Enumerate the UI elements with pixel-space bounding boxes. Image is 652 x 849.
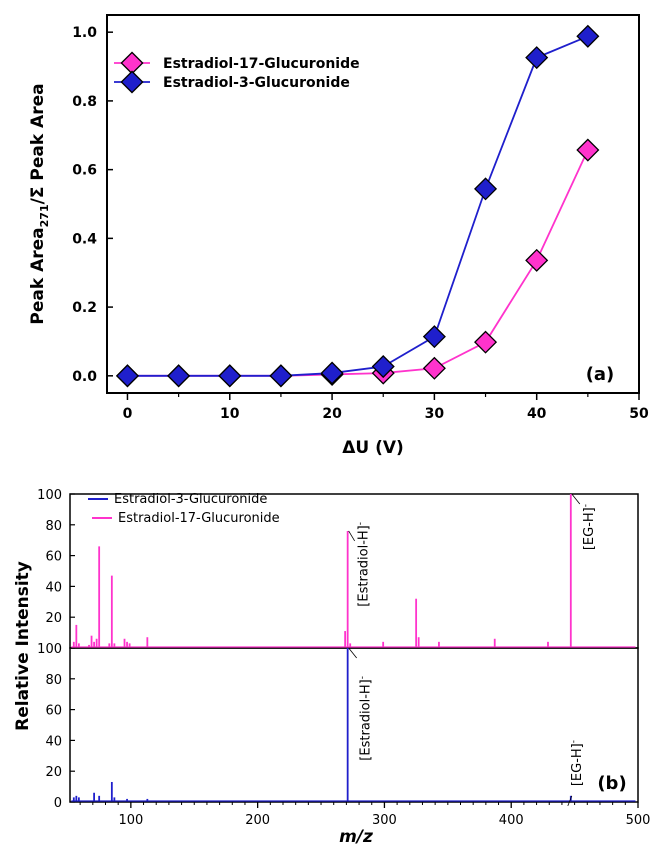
legend-label-e17g: Estradiol-17-Glucuronide: [163, 56, 360, 72]
panel-b-spectra: 20 40 60 80 100 0 20 40 60 80 100 100 200 300 400 500…: [13, 488, 650, 847]
spectrum-e3g: [71, 648, 635, 801]
panel-b-x-axis: 100 200 300 400 500: [80, 802, 650, 828]
x-tick-label: 0: [123, 406, 133, 422]
data-point-e3g: [475, 178, 496, 199]
legend-marker-e17g: [121, 52, 142, 73]
y-tick-label: 0.2: [72, 300, 97, 316]
y-tick-label: 20: [45, 765, 62, 780]
y-tick-label: 0: [54, 796, 62, 811]
y-tick-label: 1.0: [72, 25, 97, 41]
panel-a-x-label: ΔU (V): [342, 438, 404, 458]
data-point-e3g: [117, 365, 138, 386]
x-tick-label: 40: [527, 406, 547, 422]
panel-a-x-axis: 0 10 20 30 40 50: [123, 393, 649, 422]
panel-a-label: (a): [586, 364, 615, 385]
y-tick-label: 0.6: [72, 163, 97, 179]
x-tick-label: 50: [629, 406, 649, 422]
y-tick-label: 100: [37, 642, 62, 657]
data-point-e17g: [577, 139, 598, 160]
x-tick-label: 500: [626, 813, 651, 828]
data-point-e17g: [475, 332, 496, 353]
y-tick-label: 40: [45, 580, 62, 595]
x-tick-label: 400: [499, 813, 524, 828]
x-tick-label: 30: [425, 406, 445, 422]
panel-b-label: (b): [597, 773, 626, 794]
y-tick-label: 0.4: [72, 231, 97, 247]
annotation-estradiol-e17g-label: [Estradiol-H]-: [356, 522, 372, 607]
y-tick-label: 20: [45, 611, 62, 626]
y-tick-label: 80: [45, 519, 62, 534]
y-tick-label: 0.0: [72, 369, 97, 385]
legend-marker-e3g: [121, 71, 142, 92]
annotation-eg-e17g-label: [EG-H]-: [581, 504, 597, 550]
annotation-estradiol-e3g-label: [Estradiol-H]-: [358, 676, 374, 761]
legend-label-e3g: Estradiol-3-Glucuronide: [163, 75, 350, 91]
data-point-e3g: [424, 326, 445, 347]
panel-b-legend: Estradiol-3-Glucuronide Estradiol-17-Glu…: [88, 492, 280, 526]
data-point-e17g: [526, 250, 547, 271]
x-tick-label: 100: [118, 813, 143, 828]
y-tick-label: 100: [37, 488, 62, 503]
x-tick-label: 10: [220, 406, 240, 422]
annotation-eg-e17g-leader: [572, 494, 580, 504]
data-point-e3g: [321, 362, 342, 383]
y-tick-label: 40: [45, 734, 62, 749]
legend-label-e17g-b: Estradiol-17-Glucuronide: [118, 511, 280, 526]
annotation-estradiol-e17g-leader: [349, 531, 355, 541]
peak-annotations: [Estradiol-H]- [EG-H]- [Estradiol-H]- [EG-H…: [349, 494, 597, 806]
y-tick-label: 80: [45, 673, 62, 688]
panel-b-bottom-frame: [70, 648, 638, 802]
series-line-e17g: [127, 150, 587, 376]
data-point-e3g: [270, 365, 291, 386]
panel-a-line-chart: 0.0 0.2 0.4 0.6 0.8 1.0 0 10 20 30 40 50 Estradiol…: [28, 15, 649, 458]
annotation-estradiol-e3g-leader: [349, 648, 357, 658]
panel-b-x-label: m/z: [339, 827, 373, 847]
x-tick-label: 20: [322, 406, 342, 422]
data-point-e3g: [526, 47, 547, 68]
x-tick-label: 200: [245, 813, 270, 828]
data-point-e3g: [219, 365, 240, 386]
annotation-eg-e3g-label: [EG-H]-: [569, 740, 585, 786]
legend-label-e3g-b: Estradiol-3-Glucuronide: [114, 492, 267, 507]
panel-a-y-label: Peak Area271/Σ Peak Area: [28, 83, 51, 324]
panel-b-y-label: Relative Intensity: [13, 561, 33, 731]
y-tick-label: 60: [45, 550, 62, 565]
x-tick-label: 300: [372, 813, 397, 828]
data-point-e17g: [424, 358, 445, 379]
panel-a-legend: Estradiol-17-Glucuronide Estradiol-3-Glu…: [114, 52, 360, 92]
y-tick-label: 60: [45, 704, 62, 719]
y-tick-label: 0.8: [72, 94, 97, 110]
data-point-e3g: [577, 26, 598, 47]
data-point-e3g: [168, 365, 189, 386]
